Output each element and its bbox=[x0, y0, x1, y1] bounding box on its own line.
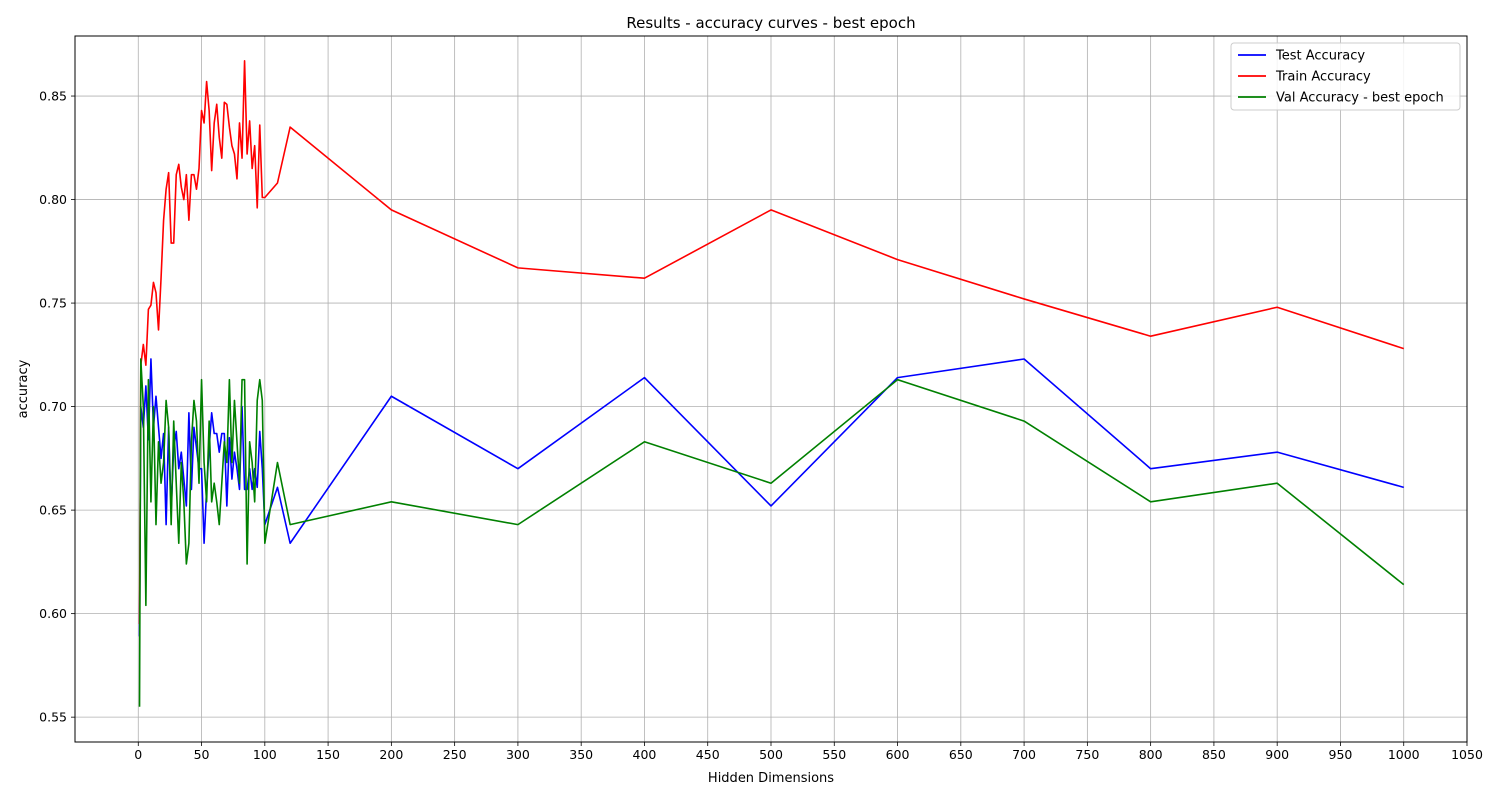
x-tick-label: 750 bbox=[1075, 747, 1099, 762]
y-axis-ticks: 0.55 0.60 0.65 0.70 0.75 0.80 0.85 bbox=[39, 89, 75, 725]
legend-label-train-accuracy: Train Accuracy bbox=[1275, 70, 1371, 85]
x-tick-label: 950 bbox=[1329, 747, 1353, 762]
legend-label-test-accuracy: Test Accuracy bbox=[1275, 49, 1365, 64]
y-axis-label: accuracy bbox=[16, 359, 31, 418]
legend-label-val-accuracy-best-epoch: Val Accuracy - best epoch bbox=[1276, 91, 1444, 106]
x-tick-label: 200 bbox=[379, 747, 403, 762]
y-tick-label: 0.60 bbox=[39, 606, 67, 621]
x-tick-label: 300 bbox=[506, 747, 530, 762]
x-tick-label: 0 bbox=[134, 747, 142, 762]
y-tick-label: 0.75 bbox=[39, 296, 67, 311]
x-tick-label: 100 bbox=[253, 747, 277, 762]
y-tick-label: 0.85 bbox=[39, 89, 67, 104]
x-tick-label: 350 bbox=[569, 747, 593, 762]
legend: Test Accuracy Train Accuracy Val Accuracy … bbox=[1230, 42, 1461, 111]
y-tick-label: 0.55 bbox=[39, 710, 67, 725]
x-tick-label: 850 bbox=[1202, 747, 1226, 762]
x-tick-label: 600 bbox=[886, 747, 910, 762]
x-axis-ticks: 0 50 100 150 200 250 300 350 400 450 500 550 600 650 7… bbox=[134, 742, 1483, 762]
y-tick-label: 0.65 bbox=[39, 503, 67, 518]
x-tick-label: 450 bbox=[696, 747, 720, 762]
chart-title: Results - accuracy curves - best epoch bbox=[626, 14, 915, 32]
x-tick-label: 150 bbox=[316, 747, 340, 762]
x-tick-label: 900 bbox=[1265, 747, 1289, 762]
series-lines bbox=[138, 60, 1405, 707]
x-tick-label: 500 bbox=[759, 747, 783, 762]
x-tick-label: 1000 bbox=[1388, 747, 1420, 762]
x-tick-label: 700 bbox=[1012, 747, 1036, 762]
x-tick-label: 400 bbox=[633, 747, 657, 762]
series-line-val-accuracy-best-epoch bbox=[138, 358, 1405, 707]
legend-box bbox=[1230, 42, 1461, 111]
x-tick-label: 800 bbox=[1139, 747, 1163, 762]
y-tick-label: 0.80 bbox=[39, 192, 67, 207]
x-tick-label: 550 bbox=[822, 747, 846, 762]
y-tick-label: 0.70 bbox=[39, 399, 67, 414]
x-tick-label: 1050 bbox=[1451, 747, 1483, 762]
x-tick-label: 50 bbox=[194, 747, 210, 762]
x-axis-label: Hidden Dimensions bbox=[708, 771, 834, 786]
x-tick-label: 250 bbox=[443, 747, 467, 762]
x-tick-label: 650 bbox=[949, 747, 973, 762]
series-line-train-accuracy bbox=[138, 60, 1404, 624]
